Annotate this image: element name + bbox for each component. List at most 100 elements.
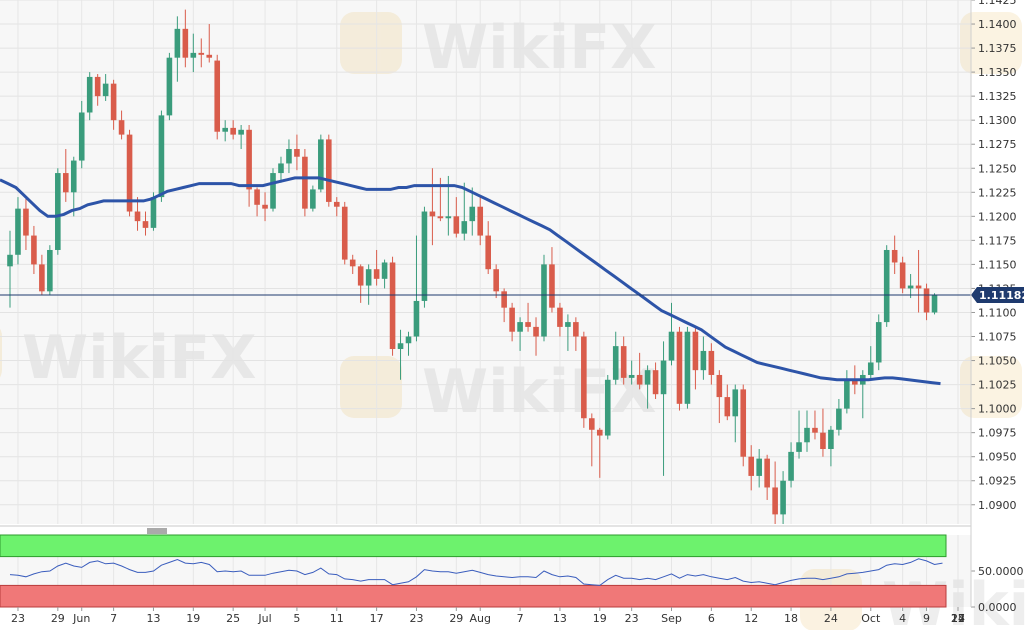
date-tick-label: 23 (625, 612, 639, 625)
price-tick-label: 1.1300 (978, 114, 1017, 127)
candle-body (652, 370, 659, 395)
candle (326, 134, 332, 207)
candle-body (381, 262, 388, 279)
candle-body (517, 322, 523, 332)
candle (676, 326, 683, 411)
candle (286, 139, 292, 174)
candle (477, 197, 484, 246)
candle-body (302, 156, 308, 209)
oscillator-line (9, 558, 943, 586)
candle (875, 314, 882, 371)
date-tick-label: 25 (226, 612, 240, 625)
candle (15, 197, 21, 265)
candle (772, 461, 778, 524)
candle (708, 343, 715, 385)
candle (899, 256, 906, 294)
candle-body (174, 28, 181, 58)
panel-resize-handle[interactable] (147, 528, 167, 534)
candle (692, 326, 699, 390)
oscillator-tick-label: 50.0000 (978, 565, 1024, 578)
candle (788, 442, 794, 488)
candle-body (278, 163, 284, 174)
candle-body (740, 389, 747, 457)
candle-body (142, 221, 149, 228)
candle-body (780, 480, 786, 515)
date-tick-label: 13 (553, 612, 567, 625)
candle-body (541, 264, 547, 337)
candle-body (604, 379, 611, 436)
candle (907, 274, 914, 299)
price-tick-label: 1.0950 (978, 451, 1017, 464)
date-tick-label: 5 (293, 612, 300, 625)
candle-body (684, 331, 691, 404)
candle-body (756, 458, 762, 476)
date-tick-label: 24 (824, 612, 838, 625)
candle (461, 182, 468, 241)
candle-body (238, 129, 244, 135)
candle-body (230, 127, 236, 135)
candle-body (453, 216, 460, 234)
candle-body (923, 288, 930, 313)
candle-body (931, 295, 938, 313)
price-tick-label: 1.1150 (978, 258, 1017, 271)
date-tick-label: 19 (593, 612, 607, 625)
candle-body (15, 208, 21, 255)
candle (891, 235, 898, 275)
candle-body (636, 374, 643, 385)
candle-body (318, 139, 324, 190)
candle-body (477, 206, 484, 236)
candle-body (349, 259, 356, 267)
candle-body (182, 28, 189, 58)
candle (373, 249, 380, 286)
candle (652, 362, 659, 400)
candle-body (150, 197, 157, 228)
candle (333, 197, 340, 217)
candle (812, 410, 818, 440)
candle-body (828, 429, 834, 450)
candle-body (589, 418, 595, 430)
candle-body (844, 379, 850, 409)
candle (493, 264, 499, 299)
candle (740, 384, 747, 467)
price-tick-label: 1.0900 (978, 499, 1017, 512)
date-tick-label: 18 (784, 612, 798, 625)
moving-average-line (0, 176, 941, 386)
candle-body (836, 408, 842, 430)
date-tick-label: Jun (72, 612, 90, 625)
candle-body (445, 216, 452, 219)
watermark-badge (960, 12, 1022, 74)
candle-body (509, 307, 515, 332)
candle-body (852, 379, 858, 385)
candle (923, 283, 930, 321)
candle-body (86, 76, 93, 113)
candle (700, 336, 707, 380)
candle (557, 302, 563, 337)
candle (294, 134, 300, 171)
candle (365, 264, 372, 305)
candle (174, 16, 181, 82)
candle (883, 245, 890, 327)
candle-body (55, 173, 61, 250)
price-tick-label: 1.1200 (978, 210, 1017, 223)
candle (110, 79, 117, 130)
candle (302, 149, 308, 217)
candle (142, 211, 149, 236)
date-tick-label: 22 (951, 612, 965, 625)
candle-body (628, 374, 635, 378)
date-tick-label: 11 (330, 612, 344, 625)
price-axis-background (971, 0, 1033, 524)
price-tick-label: 1.1375 (978, 42, 1017, 55)
candle (94, 74, 101, 106)
candle (381, 259, 388, 289)
date-tick-label: Jul (257, 612, 271, 625)
candle (485, 221, 491, 275)
candle (836, 399, 842, 436)
candle (278, 156, 284, 183)
candle-body (31, 235, 37, 265)
candle (756, 449, 762, 488)
candle-body (405, 336, 412, 344)
price-axis: 1.1425 1.1400 1.1375 1.1350 1.1325 1.1300 1.12… (971, 0, 1017, 512)
candle-body (469, 206, 476, 222)
candle (620, 336, 627, 385)
